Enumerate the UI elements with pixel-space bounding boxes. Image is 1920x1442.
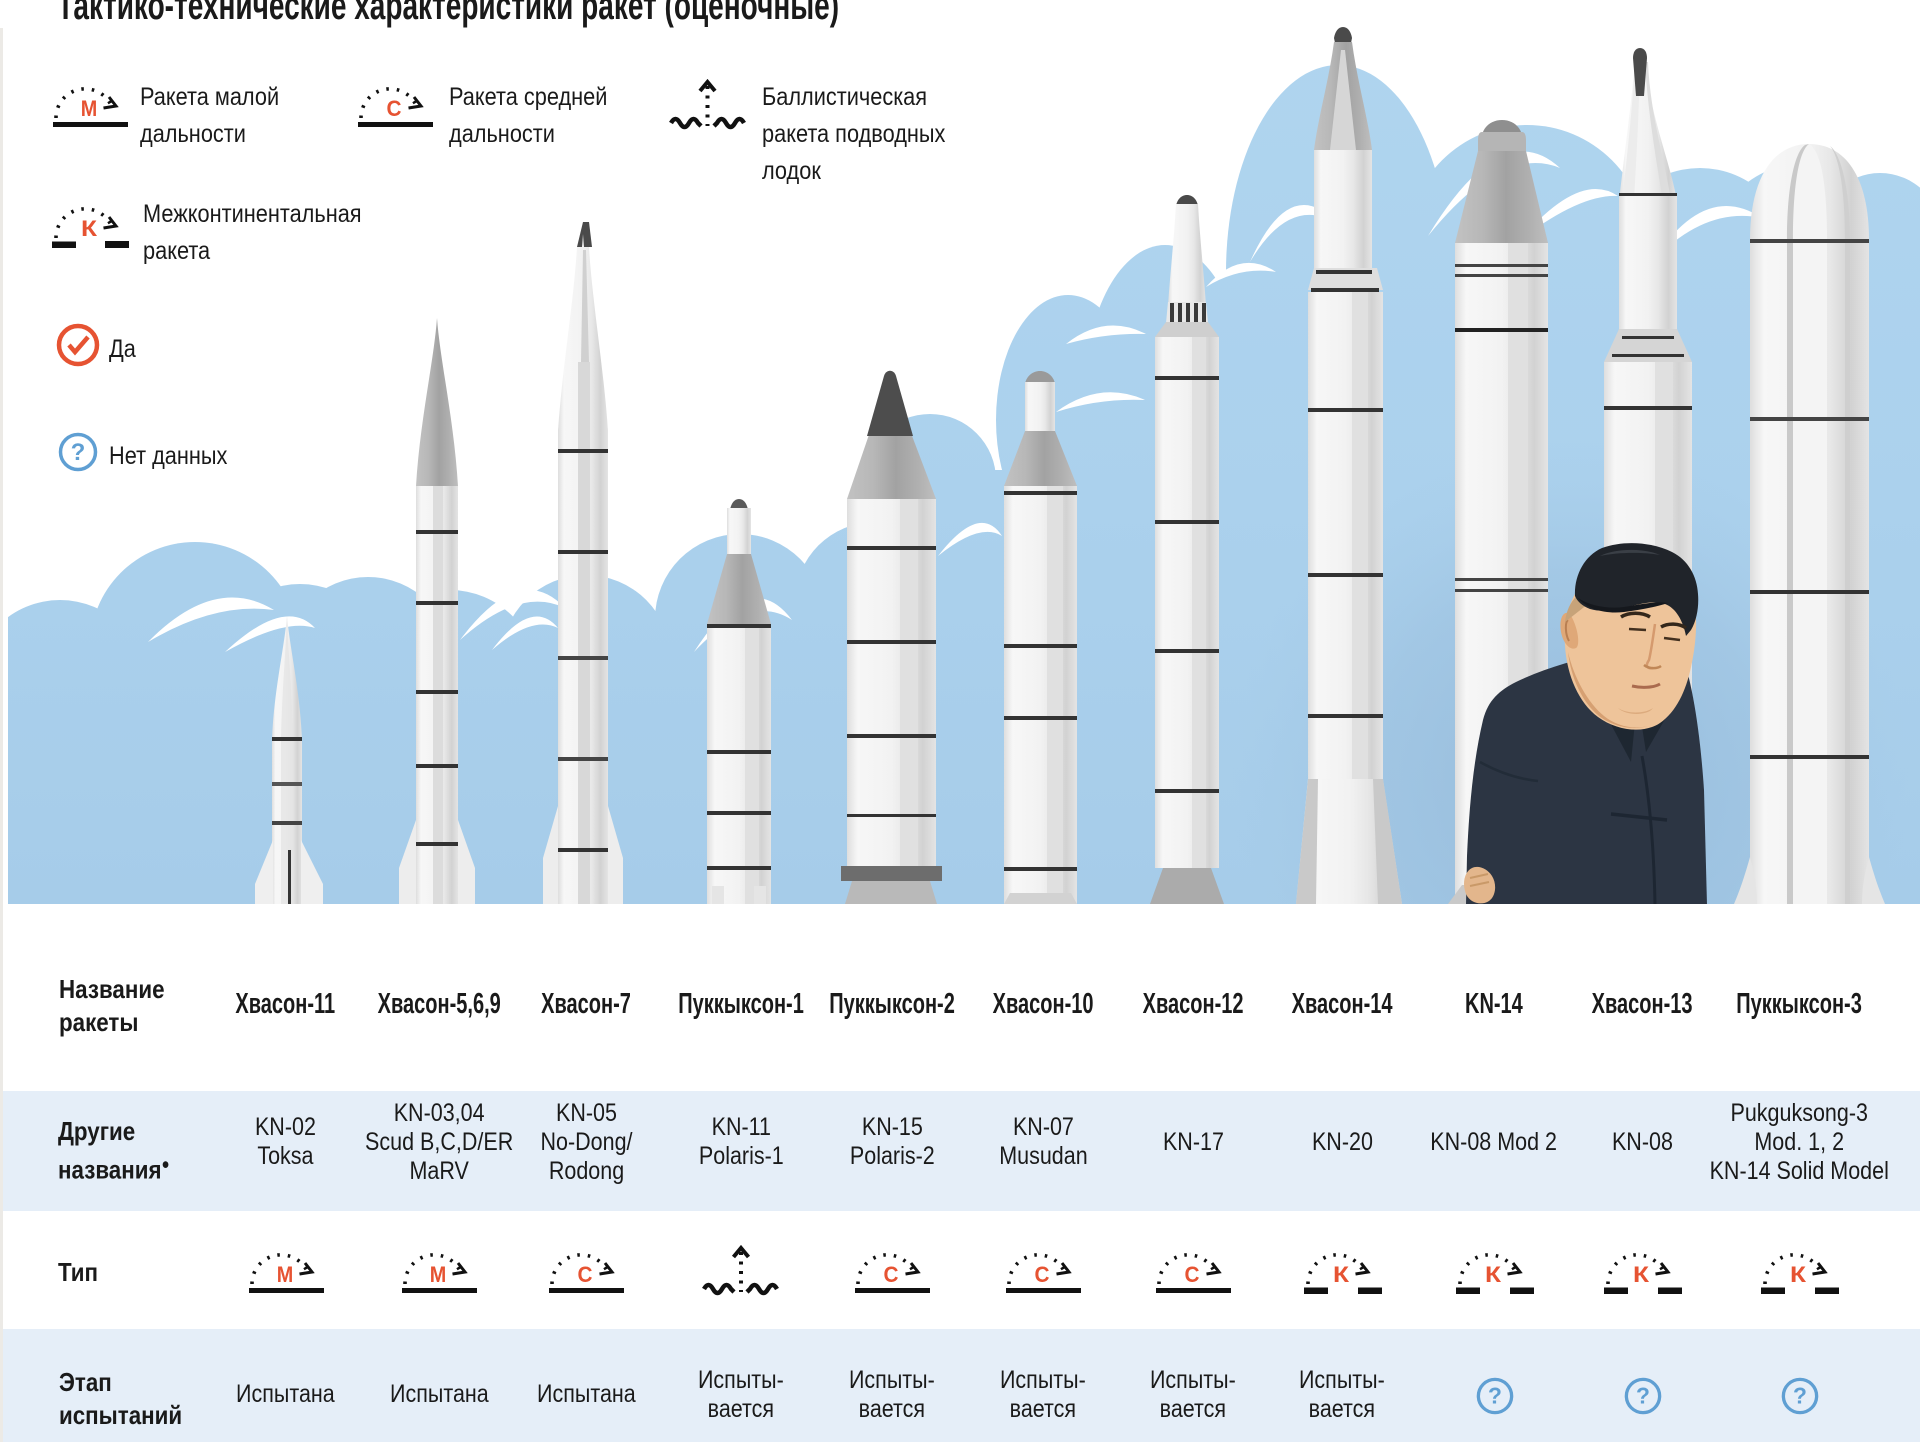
- svg-text:М: М: [81, 96, 98, 121]
- svg-text:С: С: [578, 1262, 593, 1287]
- svg-text:С: С: [1035, 1262, 1050, 1287]
- svg-text:С: С: [387, 96, 402, 121]
- svg-text:С: С: [1185, 1262, 1200, 1287]
- svg-text:М: М: [430, 1262, 447, 1287]
- svg-text:?: ?: [1793, 1383, 1807, 1409]
- svg-text:К: К: [1485, 1262, 1502, 1287]
- svg-text:?: ?: [71, 439, 86, 466]
- svg-text:К: К: [1633, 1262, 1650, 1287]
- svg-text:?: ?: [1636, 1383, 1650, 1409]
- svg-text:К: К: [1333, 1262, 1350, 1287]
- svg-text:?: ?: [1488, 1383, 1502, 1409]
- svg-text:К: К: [1790, 1262, 1807, 1287]
- svg-text:М: М: [277, 1262, 294, 1287]
- svg-text:С: С: [884, 1262, 899, 1287]
- svg-text:К: К: [81, 216, 98, 241]
